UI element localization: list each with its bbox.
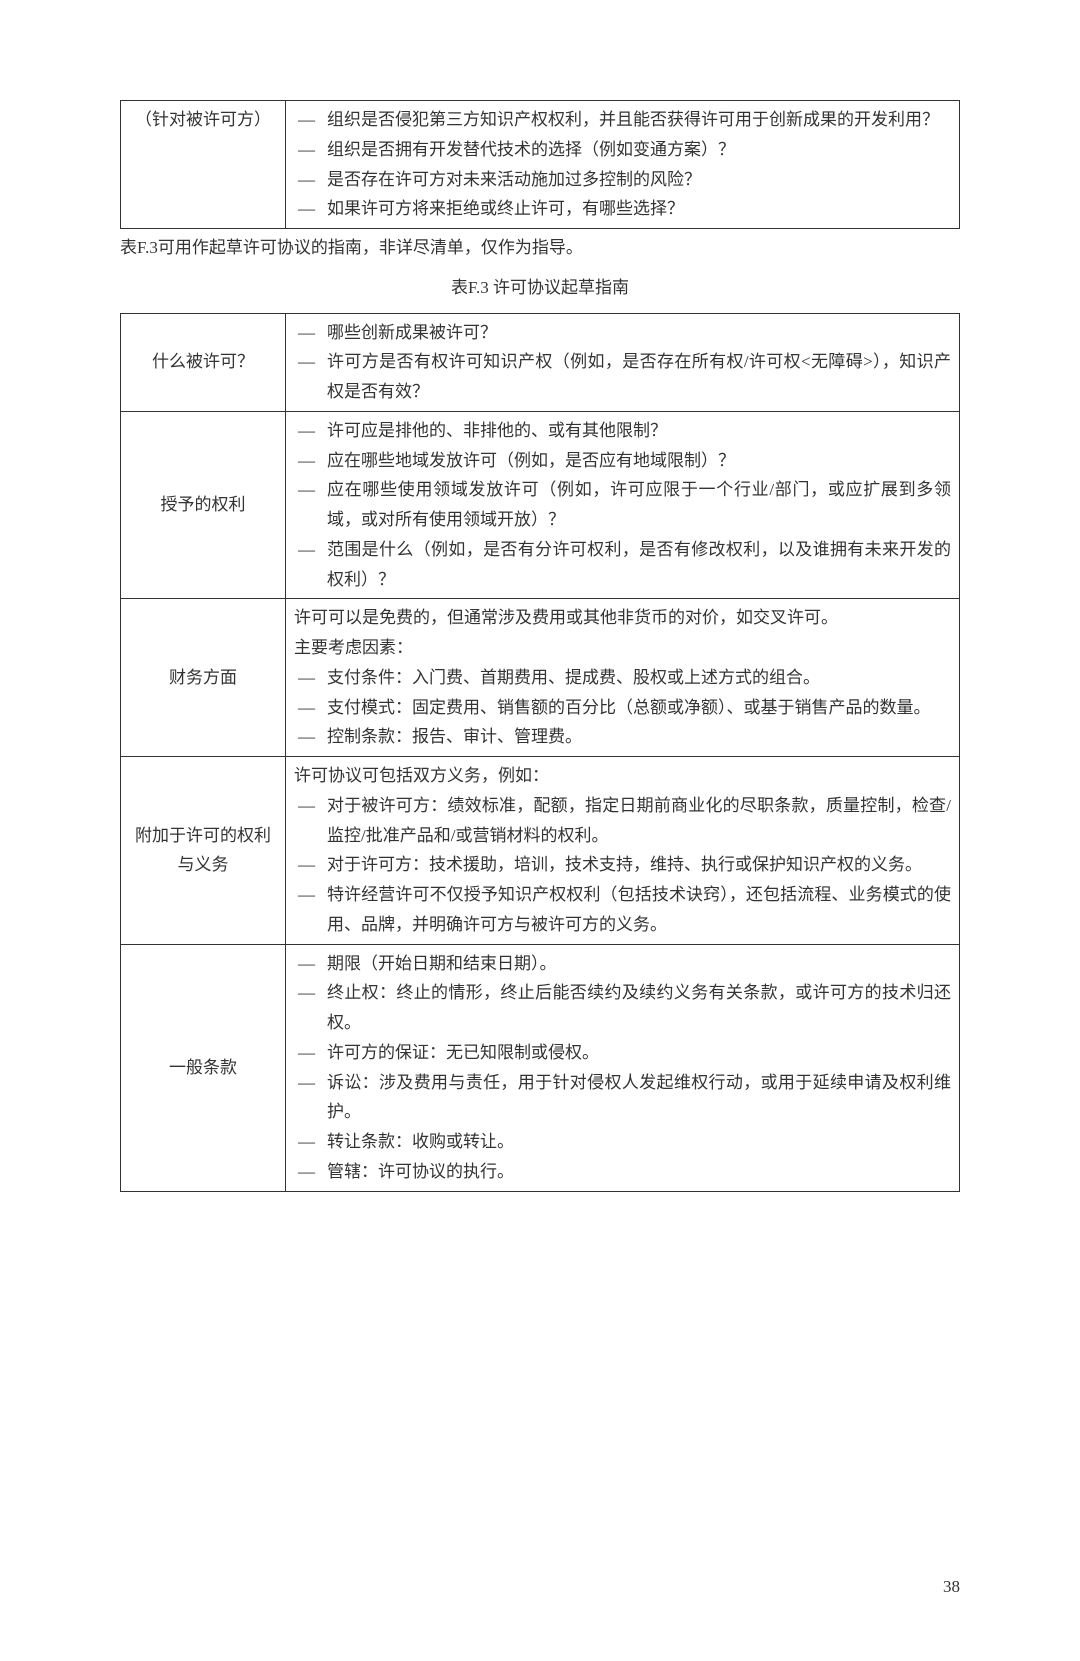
table-row-label: 财务方面 <box>121 599 286 757</box>
list-item-text: 终止权：终止的情形，终止后能否续约及续约义务有关条款，或许可方的技术归还权。 <box>327 978 951 1038</box>
list-item: —期限（开始日期和结束日期）。 <box>294 949 951 979</box>
dash-icon: — <box>294 416 327 446</box>
dash-icon: — <box>294 1068 327 1098</box>
dash-icon: — <box>294 165 327 195</box>
top-table-content: —组织是否侵犯第三方知识产权权利，并且能否获得许可用于创新成果的开发利用？—组织… <box>286 101 960 229</box>
list-item-text: 转让条款：收购或转让。 <box>327 1127 951 1157</box>
table-row-content: 许可可以是免费的，但通常涉及费用或其他非货币的对价，如交叉许可。主要考虑因素：—… <box>286 599 960 757</box>
dash-icon: — <box>294 1157 327 1187</box>
plain-line: 许可可以是免费的，但通常涉及费用或其他非货币的对价，如交叉许可。 <box>294 603 951 633</box>
table-row: 授予的权利—许可应是排他的、非排他的、或有其他限制？—应在哪些地域发放许可（例如… <box>121 411 960 599</box>
list-item-text: 对于许可方：技术援助，培训，技术支持，维持、执行或保护知识产权的义务。 <box>327 850 951 880</box>
table-row: 什么被许可？—哪些创新成果被许可？—许可方是否有权许可知识产权（例如，是否存在所… <box>121 313 960 411</box>
list-item-text: 支付模式：固定费用、销售额的百分比（总额或净额）、或基于销售产品的数量。 <box>327 693 951 723</box>
dash-icon: — <box>294 347 327 377</box>
dash-icon: — <box>294 850 327 880</box>
list-item-text: 期限（开始日期和结束日期）。 <box>327 949 951 979</box>
list-item-text: 许可应是排他的、非排他的、或有其他限制？ <box>327 416 951 446</box>
list-item: —对于许可方：技术援助，培训，技术支持，维持、执行或保护知识产权的义务。 <box>294 850 951 880</box>
plain-line: 主要考虑因素： <box>294 633 951 663</box>
list-item-text: 哪些创新成果被许可？ <box>327 318 951 348</box>
dash-icon: — <box>294 535 327 565</box>
list-item-text: 是否存在许可方对未来活动施加过多控制的风险？ <box>327 165 951 195</box>
dash-icon: — <box>294 722 327 752</box>
list-item: —终止权：终止的情形，终止后能否续约及续约义务有关条款，或许可方的技术归还权。 <box>294 978 951 1038</box>
intro-text: 表F.3可用作起草许可协议的指南，非详尽清单，仅作为指导。 <box>120 233 960 263</box>
dash-icon: — <box>294 446 327 476</box>
list-item: —组织是否侵犯第三方知识产权权利，并且能否获得许可用于创新成果的开发利用？ <box>294 105 951 135</box>
list-item: —如果许可方将来拒绝或终止许可，有哪些选择？ <box>294 194 951 224</box>
dash-icon: — <box>294 663 327 693</box>
list-item: —对于被许可方：绩效标准，配额，指定日期前商业化的尽职条款，质量控制，检查/监控… <box>294 791 951 851</box>
list-item: —范围是什么（例如，是否有分许可权利，是否有修改权利，以及谁拥有未来开发的权利）… <box>294 535 951 595</box>
dash-icon: — <box>294 1038 327 1068</box>
main-table: 什么被许可？—哪些创新成果被许可？—许可方是否有权许可知识产权（例如，是否存在所… <box>120 313 960 1192</box>
table-row: 财务方面许可可以是免费的，但通常涉及费用或其他非货币的对价，如交叉许可。主要考虑… <box>121 599 960 757</box>
table-row: 一般条款—期限（开始日期和结束日期）。—终止权：终止的情形，终止后能否续约及续约… <box>121 944 960 1191</box>
list-item-text: 对于被许可方：绩效标准，配额，指定日期前商业化的尽职条款，质量控制，检查/监控/… <box>327 791 951 851</box>
list-item: —哪些创新成果被许可？ <box>294 318 951 348</box>
list-item: —许可应是排他的、非排他的、或有其他限制？ <box>294 416 951 446</box>
list-item: —应在哪些地域发放许可（例如，是否应有地域限制）？ <box>294 446 951 476</box>
top-table-label: （针对被许可方） <box>121 101 286 229</box>
dash-icon: — <box>294 105 327 135</box>
table-row-content: —哪些创新成果被许可？—许可方是否有权许可知识产权（例如，是否存在所有权/许可权… <box>286 313 960 411</box>
plain-line: 许可协议可包括双方义务，例如： <box>294 761 951 791</box>
table-row-content: —期限（开始日期和结束日期）。—终止权：终止的情形，终止后能否续约及续约义务有关… <box>286 944 960 1191</box>
list-item-text: 组织是否拥有开发替代技术的选择（例如变通方案）？ <box>327 135 951 165</box>
list-item: —是否存在许可方对未来活动施加过多控制的风险？ <box>294 165 951 195</box>
list-item-text: 组织是否侵犯第三方知识产权权利，并且能否获得许可用于创新成果的开发利用？ <box>327 105 951 135</box>
list-item-text: 如果许可方将来拒绝或终止许可，有哪些选择？ <box>327 194 951 224</box>
list-item-text: 许可方是否有权许可知识产权（例如，是否存在所有权/许可权<无障碍>），知识产权是… <box>327 347 951 407</box>
list-item-text: 管辖：许可协议的执行。 <box>327 1157 951 1187</box>
dash-icon: — <box>294 880 327 910</box>
list-item: —诉讼：涉及费用与责任，用于针对侵权人发起维权行动，或用于延续申请及权利维护。 <box>294 1068 951 1128</box>
list-item-text: 诉讼：涉及费用与责任，用于针对侵权人发起维权行动，或用于延续申请及权利维护。 <box>327 1068 951 1128</box>
list-item: —许可方的保证：无已知限制或侵权。 <box>294 1038 951 1068</box>
dash-icon: — <box>294 475 327 505</box>
dash-icon: — <box>294 949 327 979</box>
table-row-content: —许可应是排他的、非排他的、或有其他限制？—应在哪些地域发放许可（例如，是否应有… <box>286 411 960 599</box>
table-row-label: 附加于许可的权利与义务 <box>121 757 286 945</box>
list-item: —许可方是否有权许可知识产权（例如，是否存在所有权/许可权<无障碍>），知识产权… <box>294 347 951 407</box>
table-row-label: 授予的权利 <box>121 411 286 599</box>
dash-icon: — <box>294 693 327 723</box>
list-item-text: 应在哪些地域发放许可（例如，是否应有地域限制）？ <box>327 446 951 476</box>
table-row-label: 什么被许可？ <box>121 313 286 411</box>
list-item: —支付条件：入门费、首期费用、提成费、股权或上述方式的组合。 <box>294 663 951 693</box>
list-item-text: 范围是什么（例如，是否有分许可权利，是否有修改权利，以及谁拥有未来开发的权利）？ <box>327 535 951 595</box>
table-row: 附加于许可的权利与义务许可协议可包括双方义务，例如：—对于被许可方：绩效标准，配… <box>121 757 960 945</box>
list-item: —控制条款：报告、审计、管理费。 <box>294 722 951 752</box>
list-item: —转让条款：收购或转让。 <box>294 1127 951 1157</box>
dash-icon: — <box>294 978 327 1008</box>
table-row-content: 许可协议可包括双方义务，例如：—对于被许可方：绩效标准，配额，指定日期前商业化的… <box>286 757 960 945</box>
list-item: —支付模式：固定费用、销售额的百分比（总额或净额）、或基于销售产品的数量。 <box>294 693 951 723</box>
list-item-text: 许可方的保证：无已知限制或侵权。 <box>327 1038 951 1068</box>
list-item: —组织是否拥有开发替代技术的选择（例如变通方案）？ <box>294 135 951 165</box>
top-table-fragment: （针对被许可方） —组织是否侵犯第三方知识产权权利，并且能否获得许可用于创新成果… <box>120 100 960 229</box>
list-item: —特许经营许可不仅授予知识产权权利（包括技术诀窍），还包括流程、业务模式的使用、… <box>294 880 951 940</box>
dash-icon: — <box>294 135 327 165</box>
list-item: —应在哪些使用领域发放许可（例如，许可应限于一个行业/部门，或应扩展到多领域，或… <box>294 475 951 535</box>
list-item-text: 特许经营许可不仅授予知识产权权利（包括技术诀窍），还包括流程、业务模式的使用、品… <box>327 880 951 940</box>
dash-icon: — <box>294 194 327 224</box>
page-number: 38 <box>120 1572 960 1602</box>
table-title: 表F.3 许可协议起草指南 <box>120 273 960 303</box>
dash-icon: — <box>294 791 327 821</box>
list-item-text: 控制条款：报告、审计、管理费。 <box>327 722 951 752</box>
list-item-text: 支付条件：入门费、首期费用、提成费、股权或上述方式的组合。 <box>327 663 951 693</box>
list-item: —管辖：许可协议的执行。 <box>294 1157 951 1187</box>
table-row-label: 一般条款 <box>121 944 286 1191</box>
dash-icon: — <box>294 1127 327 1157</box>
dash-icon: — <box>294 318 327 348</box>
list-item-text: 应在哪些使用领域发放许可（例如，许可应限于一个行业/部门，或应扩展到多领域，或对… <box>327 475 951 535</box>
